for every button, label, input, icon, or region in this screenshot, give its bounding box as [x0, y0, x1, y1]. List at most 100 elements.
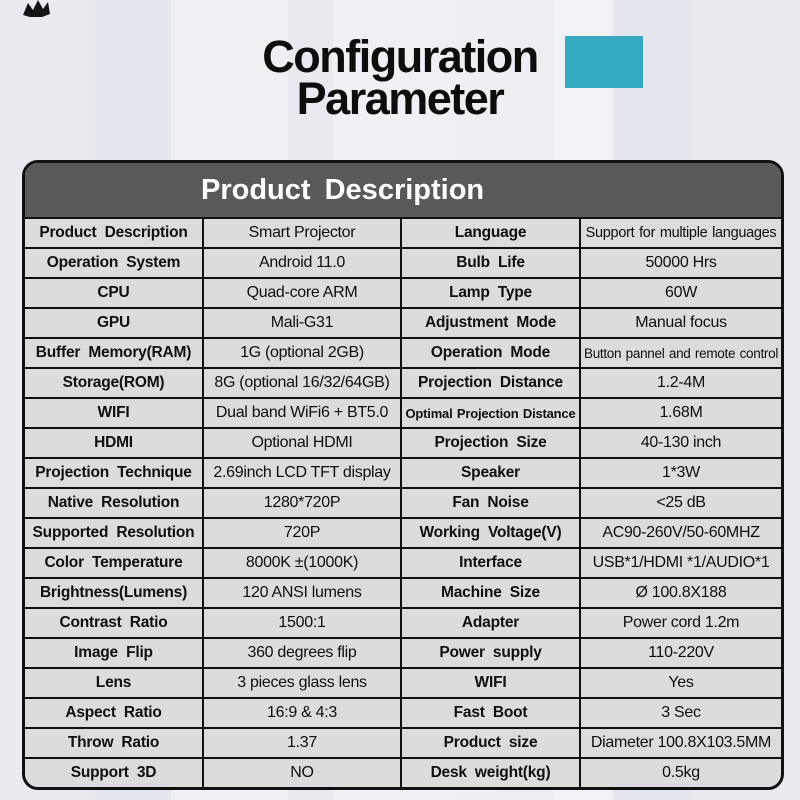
spec-label-cell: Lamp Type: [400, 279, 579, 307]
spec-value-cell: 3 pieces glass lens: [202, 669, 400, 697]
spec-label: GPU: [97, 314, 130, 331]
spec-label: Operation Mode: [430, 344, 551, 361]
spec-label: Language: [454, 224, 527, 241]
spec-label: Storage(ROM): [62, 374, 165, 391]
spec-value: 0.5kg: [662, 764, 700, 781]
spec-value-cell: Manual focus: [579, 309, 781, 337]
spec-value: 16:9 & 4:3: [267, 704, 337, 721]
spec-value: 1.68M: [659, 404, 703, 421]
spec-label-cell: Buffer Memory(RAM): [25, 339, 202, 367]
spec-value: 3 Sec: [661, 704, 701, 721]
spec-value: Manual focus: [635, 314, 727, 331]
spec-value-cell: Power cord 1.2m: [579, 609, 781, 637]
spec-value: 120 ANSI lumens: [242, 584, 362, 601]
spec-value: Mali-G31: [270, 314, 334, 331]
spec-label: CPU: [97, 284, 130, 301]
spec-label-cell: Lens: [25, 669, 202, 697]
spec-label: Fan Noise: [452, 494, 529, 511]
spec-value: Power cord 1.2m: [622, 614, 740, 631]
spec-label: Image Flip: [74, 644, 153, 661]
spec-value: 1G (optional 2GB): [240, 344, 364, 361]
spec-label: Contrast Ratio: [59, 614, 168, 631]
spec-label: WIFI: [474, 674, 507, 691]
spec-label-cell: Color Temperature: [25, 549, 202, 577]
spec-value: 360 degrees flip: [247, 644, 357, 661]
table-row: Projection Technique 2.69inch LCD TFT di…: [25, 457, 781, 487]
table-row: Support 3D NO Desk weight(kg) 0.5kg: [25, 757, 781, 787]
spec-value-cell: Optional HDMI: [202, 429, 400, 457]
spec-value-cell: 3 Sec: [579, 699, 781, 727]
spec-label-cell: WIFI: [25, 399, 202, 427]
spec-value: Button pannel and remote control: [583, 345, 779, 361]
spec-value-cell: NO: [202, 759, 400, 787]
table-row: Image Flip 360 degrees flip Power supply…: [25, 637, 781, 667]
spec-label-cell: Operation System: [25, 249, 202, 277]
spec-value-cell: 1.37: [202, 729, 400, 757]
spec-value-cell: 1.2-4M: [579, 369, 781, 397]
spec-label: Projection Technique: [35, 464, 192, 481]
spec-label-cell: Language: [400, 219, 579, 247]
spec-label-cell: Contrast Ratio: [25, 609, 202, 637]
spec-label: Brightness(Lumens): [39, 584, 188, 601]
table-row: Lens 3 pieces glass lens WIFI Yes: [25, 667, 781, 697]
spec-label: Color Temperature: [44, 554, 183, 571]
table-body: Product Description Smart Projector Lang…: [25, 217, 781, 787]
spec-label-cell: Native Resolution: [25, 489, 202, 517]
spec-value-cell: Dual band WiFi6 + BT5.0: [202, 399, 400, 427]
spec-label-cell: Power supply: [400, 639, 579, 667]
spec-value: AC90-260V/50-60MHZ: [602, 524, 760, 541]
spec-value-cell: <25 dB: [579, 489, 781, 517]
spec-label: Supported Resolution: [32, 524, 195, 541]
spec-value: 2.69inch LCD TFT display: [213, 464, 391, 481]
spec-value-cell: Ø 100.8X188: [579, 579, 781, 607]
spec-value-cell: 720P: [202, 519, 400, 547]
table-row: CPU Quad-core ARM Lamp Type 60W: [25, 277, 781, 307]
spec-value-cell: 1*3W: [579, 459, 781, 487]
spec-label-cell: Image Flip: [25, 639, 202, 667]
spec-label-cell: Speaker: [400, 459, 579, 487]
spec-label-cell: Working Voltage(V): [400, 519, 579, 547]
spec-label-cell: Storage(ROM): [25, 369, 202, 397]
spec-value: 40-130 inch: [640, 434, 722, 451]
spec-label-cell: Adapter: [400, 609, 579, 637]
table-row: HDMI Optional HDMI Projection Size 40-13…: [25, 427, 781, 457]
spec-label-cell: Projection Technique: [25, 459, 202, 487]
spec-value-cell: Smart Projector: [202, 219, 400, 247]
spec-label: Throw Ratio: [67, 734, 160, 751]
spec-label: Lens: [95, 674, 132, 691]
spec-label-cell: Projection Size: [400, 429, 579, 457]
table-header: Product Description: [25, 163, 781, 217]
spec-value-cell: 1.68M: [579, 399, 781, 427]
spec-table: Product Description Product Description …: [22, 160, 784, 790]
spec-value: Quad-core ARM: [246, 284, 358, 301]
spec-value-cell: 1500:1: [202, 609, 400, 637]
spec-label-cell: Bulb Life: [400, 249, 579, 277]
spec-value: Android 11.0: [259, 254, 345, 271]
spec-label-cell: Product size: [400, 729, 579, 757]
spec-label: Operation System: [46, 254, 181, 271]
spec-label: Fast Boot: [453, 704, 528, 721]
spec-value-cell: 60W: [579, 279, 781, 307]
spec-value-cell: 0.5kg: [579, 759, 781, 787]
spec-label: Lamp Type: [449, 284, 532, 301]
page-title-line2: Parameter: [296, 73, 505, 124]
spec-value: Diameter 100.8X103.5MM: [590, 734, 772, 751]
spec-label: Projection Distance: [418, 374, 563, 391]
spec-label-cell: Fast Boot: [400, 699, 579, 727]
table-row: GPU Mali-G31 Adjustment Mode Manual focu…: [25, 307, 781, 337]
spec-value-cell: 8000K ±(1000K): [202, 549, 400, 577]
spec-value: Yes: [668, 674, 694, 691]
spec-value-cell: Mali-G31: [202, 309, 400, 337]
spec-value: USB*1/HDMI *1/AUDIO*1: [592, 554, 770, 571]
spec-value: 1*3W: [662, 464, 700, 481]
table-row: Aspect Ratio 16:9 & 4:3 Fast Boot 3 Sec: [25, 697, 781, 727]
spec-value-cell: 50000 Hrs: [579, 249, 781, 277]
spec-value-cell: 2.69inch LCD TFT display: [202, 459, 400, 487]
spec-value-cell: 110-220V: [579, 639, 781, 667]
spec-label-cell: Adjustment Mode: [400, 309, 579, 337]
spec-value: Dual band WiFi6 + BT5.0: [215, 404, 389, 421]
spec-value: Smart Projector: [248, 224, 356, 241]
table-row: Brightness(Lumens) 120 ANSI lumens Machi…: [25, 577, 781, 607]
table-row: Supported Resolution 720P Working Voltag…: [25, 517, 781, 547]
spec-value: NO: [290, 764, 314, 781]
